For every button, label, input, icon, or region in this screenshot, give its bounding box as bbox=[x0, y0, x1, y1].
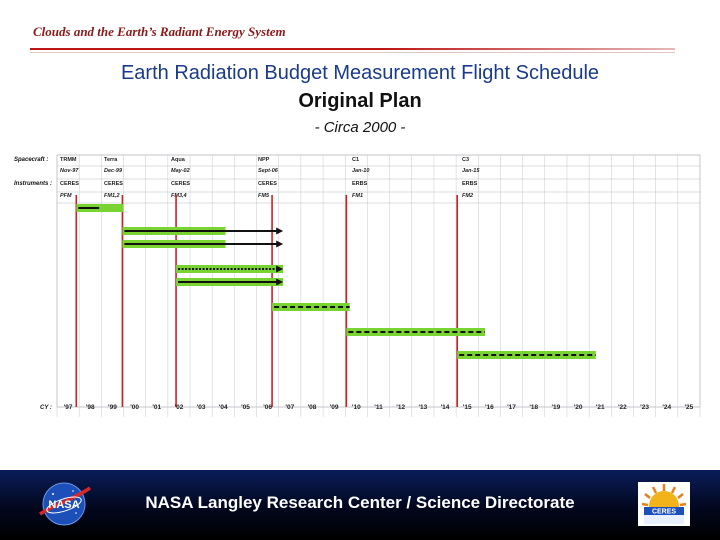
grid-frame bbox=[56, 154, 701, 408]
year-label: '97 bbox=[64, 404, 73, 411]
slide-title: Earth Radiation Budget Measurement Fligh… bbox=[120, 62, 600, 84]
arrow-head bbox=[276, 265, 284, 273]
spacecraft-row-label: Spacecraft : bbox=[14, 157, 48, 163]
banner-title: Clouds and the Earth’s Radiant Energy Sy… bbox=[33, 24, 286, 39]
year-label: '18 bbox=[529, 404, 538, 411]
year-label: '02 bbox=[175, 404, 184, 411]
year-label: '06 bbox=[263, 404, 272, 411]
year-label: '98 bbox=[86, 404, 95, 411]
mission-instrument: CERES bbox=[104, 181, 123, 187]
year-label: '23 bbox=[640, 404, 649, 411]
svg-text:NASA: NASA bbox=[48, 499, 79, 511]
svg-text:CERES: CERES bbox=[652, 509, 676, 516]
footer-band bbox=[0, 470, 720, 540]
year-label: '16 bbox=[485, 404, 494, 411]
instruments-row-label: Instruments : bbox=[14, 181, 52, 187]
mission-model: FM1,2 bbox=[104, 193, 120, 199]
mission-instrument: CERES bbox=[171, 181, 190, 187]
arrow-head bbox=[276, 227, 284, 235]
header-rule bbox=[30, 48, 675, 50]
mission-model: FM3,4 bbox=[171, 193, 187, 199]
year-label: '15 bbox=[463, 404, 472, 411]
year-label: '21 bbox=[596, 404, 605, 411]
arrow-head bbox=[276, 278, 284, 286]
mission-spacecraft: NPP bbox=[258, 157, 270, 163]
year-label: '05 bbox=[241, 404, 250, 411]
year-label: '12 bbox=[396, 404, 405, 411]
mission-model: FM1 bbox=[352, 193, 363, 199]
year-label: '13 bbox=[418, 404, 427, 411]
slide-note: - Circa 2000 - bbox=[314, 119, 406, 136]
year-label: '01 bbox=[152, 404, 161, 411]
header-rule-thin bbox=[30, 52, 675, 53]
mission-instrument: ERBS bbox=[462, 181, 478, 187]
mission-date: Nov-97 bbox=[60, 168, 79, 174]
mission-spacecraft: C3 bbox=[462, 157, 469, 163]
year-label: '20 bbox=[574, 404, 583, 411]
year-label: '09 bbox=[330, 404, 339, 411]
year-label: '24 bbox=[662, 404, 671, 411]
year-label: '08 bbox=[308, 404, 317, 411]
flight-schedule-diagram: Spacecraft : Instruments : CY : TRMM Nov-… bbox=[14, 154, 701, 417]
mission-instrument: ERBS bbox=[352, 181, 368, 187]
mission-date: Sept-06 bbox=[258, 168, 279, 174]
mission-instrument: CERES bbox=[258, 181, 277, 187]
mission-instrument: CERES bbox=[60, 181, 79, 187]
slide-subtitle: Original Plan bbox=[298, 90, 422, 112]
cy-row-label: CY : bbox=[40, 405, 52, 411]
year-label: '10 bbox=[352, 404, 361, 411]
year-label: '14 bbox=[441, 404, 450, 411]
year-axis: '97 '98 '99 '00 '01 '02 '03 '04 '05 '06 '07 '08 '09 '… bbox=[64, 404, 694, 411]
schedule-grid bbox=[56, 154, 701, 417]
year-label: '03 bbox=[197, 404, 206, 411]
mission-model: FM5 bbox=[258, 193, 270, 199]
year-label: '19 bbox=[551, 404, 560, 411]
mission-bars bbox=[76, 204, 596, 359]
year-label: '00 bbox=[130, 404, 139, 411]
year-label: '17 bbox=[507, 404, 516, 411]
arrow-head bbox=[276, 240, 284, 248]
year-label: '25 bbox=[685, 404, 694, 411]
footer-text: NASA Langley Research Center / Science D… bbox=[145, 493, 575, 512]
year-label: '11 bbox=[374, 404, 383, 411]
mission-headers: TRMM Nov-97 CERES PFM Terra Dec-99 CERES FM1,2 A… bbox=[60, 157, 480, 199]
mission-spacecraft: C1 bbox=[352, 157, 359, 163]
mission-model: FM2 bbox=[462, 193, 473, 199]
mission-spacecraft: Terra bbox=[104, 157, 118, 163]
row-labels: Spacecraft : Instruments : CY : bbox=[14, 157, 52, 411]
mission-model: PFM bbox=[60, 193, 72, 199]
year-label: '99 bbox=[108, 404, 117, 411]
year-label: '22 bbox=[618, 404, 627, 411]
mission-spacecraft: TRMM bbox=[60, 157, 77, 163]
year-label: '04 bbox=[219, 404, 228, 411]
year-label: '07 bbox=[285, 404, 294, 411]
mission-bar bbox=[76, 204, 124, 212]
launch-milestones bbox=[75, 195, 459, 407]
ceres-logo-icon: CERES bbox=[638, 482, 690, 526]
mission-date: Jan-10 bbox=[352, 168, 369, 174]
mission-spacecraft: Aqua bbox=[171, 157, 186, 163]
nasa-logo-icon: NASA bbox=[39, 482, 91, 526]
mission-date: May-02 bbox=[171, 168, 190, 174]
mission-date: Jan-15 bbox=[462, 168, 480, 174]
mission-bar bbox=[176, 265, 284, 273]
mission-date: Dec-99 bbox=[104, 168, 123, 174]
